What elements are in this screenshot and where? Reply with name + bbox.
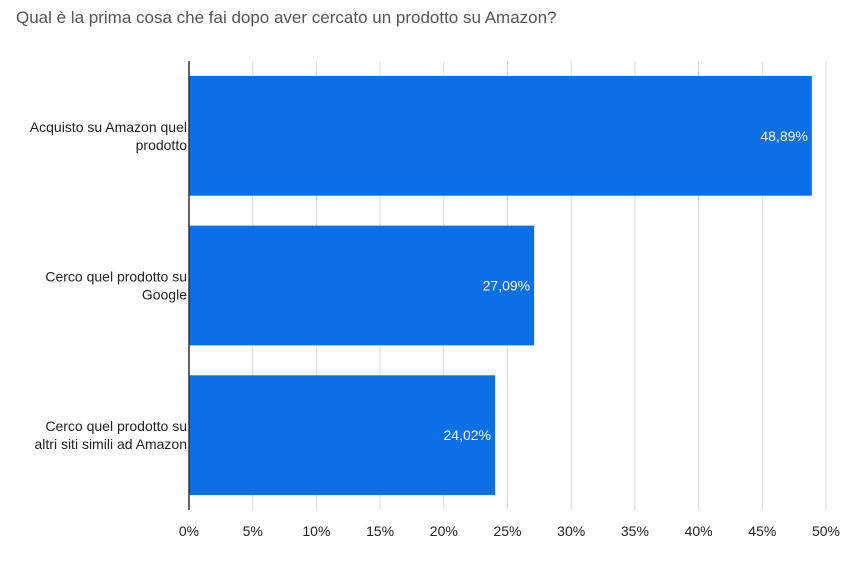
data-label: 48,89% [760, 128, 807, 144]
x-tick-label: 50% [812, 523, 840, 539]
x-tick-label: 30% [557, 523, 585, 539]
x-tick-label: 5% [243, 523, 263, 539]
category-label: Acquisto su Amazon quel [30, 119, 187, 135]
data-label: 27,09% [483, 278, 530, 294]
x-tick-label: 35% [621, 523, 649, 539]
x-tick-label: 40% [685, 523, 713, 539]
bar [189, 225, 535, 346]
bars: 48,89% 27,09% 24,02% [189, 75, 812, 496]
x-tick-label: 25% [493, 523, 521, 539]
x-tick-label: 45% [748, 523, 776, 539]
data-label: 24,02% [444, 427, 491, 443]
x-tick-label: 15% [366, 523, 394, 539]
category-label: Cerco quel prodotto su [45, 269, 187, 285]
category-label: Google [142, 287, 187, 303]
category-label: Cerco quel prodotto su [45, 418, 187, 434]
category-label: prodotto [136, 137, 188, 153]
x-tick-label: 10% [302, 523, 330, 539]
bar [189, 375, 496, 496]
x-tick-label: 20% [430, 523, 458, 539]
x-axis-tick-labels: 0% 5% 10% 15% 20% 25% 30% 35% 40% 45% 50% [179, 523, 840, 539]
chart-title: Qual è la prima cosa che fai dopo aver c… [16, 8, 557, 27]
category-labels: Acquisto su Amazon quel prodotto Cerco que… [30, 119, 187, 452]
x-tick-label: 0% [179, 523, 199, 539]
bar [189, 75, 812, 196]
category-label: altri siti simili ad Amazon [35, 436, 188, 452]
